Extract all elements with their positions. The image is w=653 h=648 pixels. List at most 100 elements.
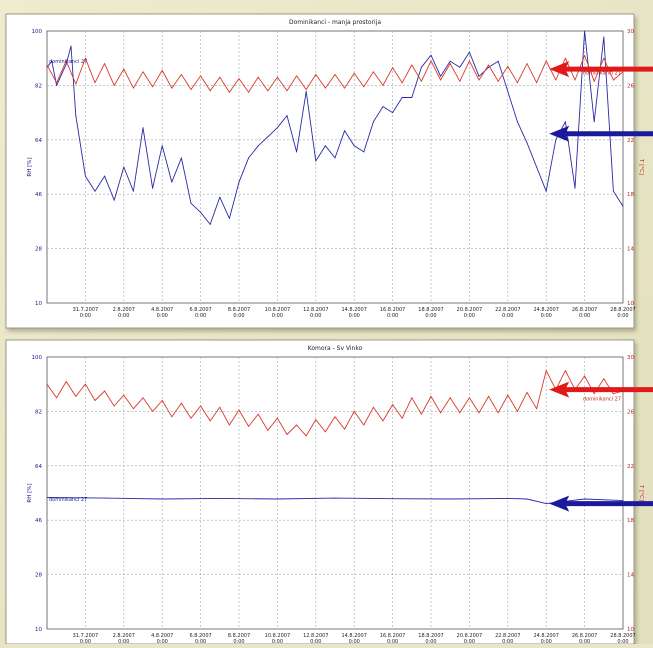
data-point-temperature — [315, 419, 317, 421]
x-tick-time: 0:00 — [195, 313, 206, 319]
data-point-rh — [94, 190, 96, 192]
data-point-rh — [190, 202, 192, 204]
x-tick-time: 0:00 — [349, 639, 360, 644]
data-point-temperature — [507, 394, 509, 396]
data-point-temperature — [238, 78, 240, 80]
data-point-temperature — [171, 87, 173, 89]
data-point-rh — [478, 75, 480, 77]
x-tick-date: 18.8.2007 — [418, 633, 443, 639]
data-point-rh — [238, 181, 240, 183]
data-point-rh — [200, 211, 202, 213]
data-point-temperature — [536, 408, 538, 410]
data-point-temperature — [478, 412, 480, 414]
data-point-temperature — [334, 416, 336, 418]
data-point-rh — [526, 498, 528, 500]
data-point-temperature — [459, 412, 461, 414]
data-point-rh — [296, 151, 298, 153]
data-point-temperature — [545, 370, 547, 372]
data-point-temperature — [161, 400, 163, 401]
data-point-temperature — [497, 80, 499, 82]
data-point-temperature — [315, 74, 317, 75]
x-tick-date: 4.8.2007 — [151, 633, 173, 639]
data-point-temperature — [564, 57, 566, 59]
data-point-rh — [248, 157, 250, 159]
data-point-temperature — [248, 425, 250, 427]
x-tick-date: 12.8.2007 — [303, 633, 328, 639]
data-point-temperature — [123, 68, 125, 70]
data-point-rh — [536, 166, 538, 168]
x-tick-date: 31.7.2007 — [73, 307, 98, 313]
data-point-temperature — [228, 91, 230, 93]
data-point-temperature — [449, 63, 451, 65]
y-tick-right: 18 — [627, 518, 634, 524]
x-tick-time: 0:00 — [310, 639, 321, 644]
data-point-temperature — [161, 69, 163, 71]
data-point-rh — [603, 36, 605, 38]
data-point-rh — [51, 60, 53, 62]
data-point-temperature — [420, 413, 422, 415]
data-point-temperature — [593, 80, 595, 82]
x-tick-time: 0:00 — [579, 639, 590, 644]
data-point-temperature — [46, 383, 48, 385]
y-axis-label-right: T [°C] — [638, 484, 644, 501]
y-tick-left: 100 — [32, 355, 43, 361]
y-tick-left: 82 — [35, 409, 42, 415]
x-tick-date: 26.8.2007 — [572, 307, 597, 313]
y-tick-left: 64 — [35, 138, 42, 144]
data-point-rh — [420, 66, 422, 68]
data-point-temperature — [564, 370, 566, 372]
data-point-temperature — [401, 417, 403, 419]
data-point-rh — [363, 151, 365, 153]
y-tick-left: 10 — [35, 627, 42, 633]
data-point-temperature — [56, 82, 58, 84]
y-tick-right: 18 — [627, 192, 634, 198]
y-tick-right: 30 — [627, 355, 634, 361]
data-point-rh — [56, 84, 58, 86]
y-tick-left: 10 — [35, 301, 42, 307]
data-point-temperature — [430, 60, 432, 62]
data-point-rh — [315, 160, 317, 162]
data-point-rh — [161, 145, 163, 147]
data-point-temperature — [612, 79, 614, 81]
data-point-temperature — [267, 90, 269, 92]
data-point-rh — [142, 127, 144, 129]
data-point-temperature — [382, 420, 384, 422]
x-tick-time: 0:00 — [617, 639, 628, 644]
x-tick-time: 0:00 — [233, 313, 244, 319]
data-point-rh — [75, 115, 77, 117]
data-point-temperature — [497, 412, 499, 414]
data-point-rh — [382, 106, 384, 108]
x-tick-time: 0:00 — [157, 313, 168, 319]
data-point-rh — [219, 497, 221, 499]
x-tick-time: 0:00 — [118, 313, 129, 319]
data-point-temperature — [324, 87, 326, 89]
y-tick-right: 14 — [627, 247, 634, 253]
y-tick-right: 10 — [627, 301, 634, 307]
data-point-rh — [267, 136, 269, 138]
arrow-red-temperature-head — [549, 61, 570, 78]
data-point-rh — [334, 157, 336, 159]
x-tick-time: 0:00 — [502, 313, 513, 319]
y-tick-right: 10 — [627, 627, 634, 633]
data-point-temperature — [276, 417, 278, 419]
data-point-temperature — [526, 63, 528, 65]
data-point-rh — [286, 115, 288, 117]
data-point-rh — [612, 190, 614, 192]
chart-title: Dominikanci - manja prostorija — [289, 19, 381, 26]
data-point-rh — [468, 51, 470, 53]
x-tick-time: 0:00 — [80, 313, 91, 319]
data-point-temperature — [257, 76, 259, 78]
x-tick-date: 2.8.2007 — [113, 307, 135, 313]
data-point-temperature — [180, 402, 182, 404]
data-point-temperature — [449, 397, 451, 399]
data-point-temperature — [286, 90, 288, 92]
x-tick-date: 16.8.2007 — [380, 307, 405, 313]
x-tick-date: 28.8.2007 — [610, 307, 635, 313]
data-point-temperature — [75, 83, 77, 85]
y-tick-left: 28 — [35, 573, 42, 579]
data-point-temperature — [219, 76, 221, 78]
arrow-blue-rh-head — [549, 125, 570, 142]
arrow-blue-rh-head — [549, 495, 570, 512]
x-tick-time: 0:00 — [617, 313, 628, 319]
